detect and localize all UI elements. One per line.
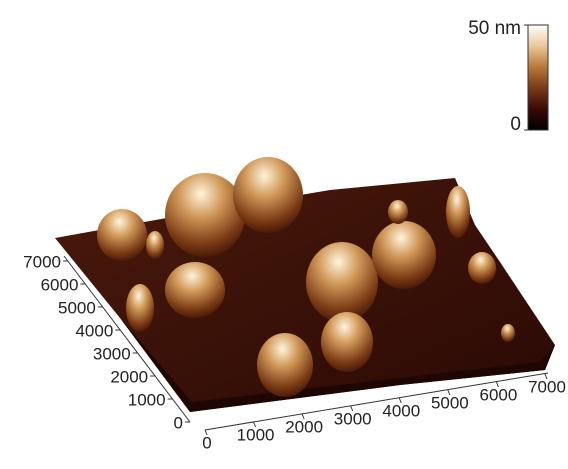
x-tick-label: 0 [202,433,211,452]
y-tick-label: 0 [174,413,183,432]
x-tick-label: 2000 [285,417,323,436]
y-tick-label: 5000 [58,298,96,317]
x-tick-label: 3000 [334,409,372,428]
colorbar [528,25,548,130]
y-tick-label: 2000 [110,367,148,386]
x-tick-label: 5000 [431,393,469,412]
colorbar-label: 50 nm [468,18,521,39]
chart: 0 1000 2000 3000 4000 5000 6000 7000 0 1000 2000 30… [0,0,568,464]
y-tick-label: 7000 [23,252,61,271]
x-tick-label: 7000 [528,377,566,396]
y-tick-label: 3000 [93,344,131,363]
colorbar-label: 0 [510,114,521,135]
x-tick-label: 4000 [382,401,420,420]
y-tick-label: 6000 [41,275,79,294]
y-tick-label: 1000 [128,390,166,409]
y-tick-label: 4000 [75,321,113,340]
x-tick-label: 1000 [237,425,275,444]
x-tick-label: 6000 [480,385,518,404]
